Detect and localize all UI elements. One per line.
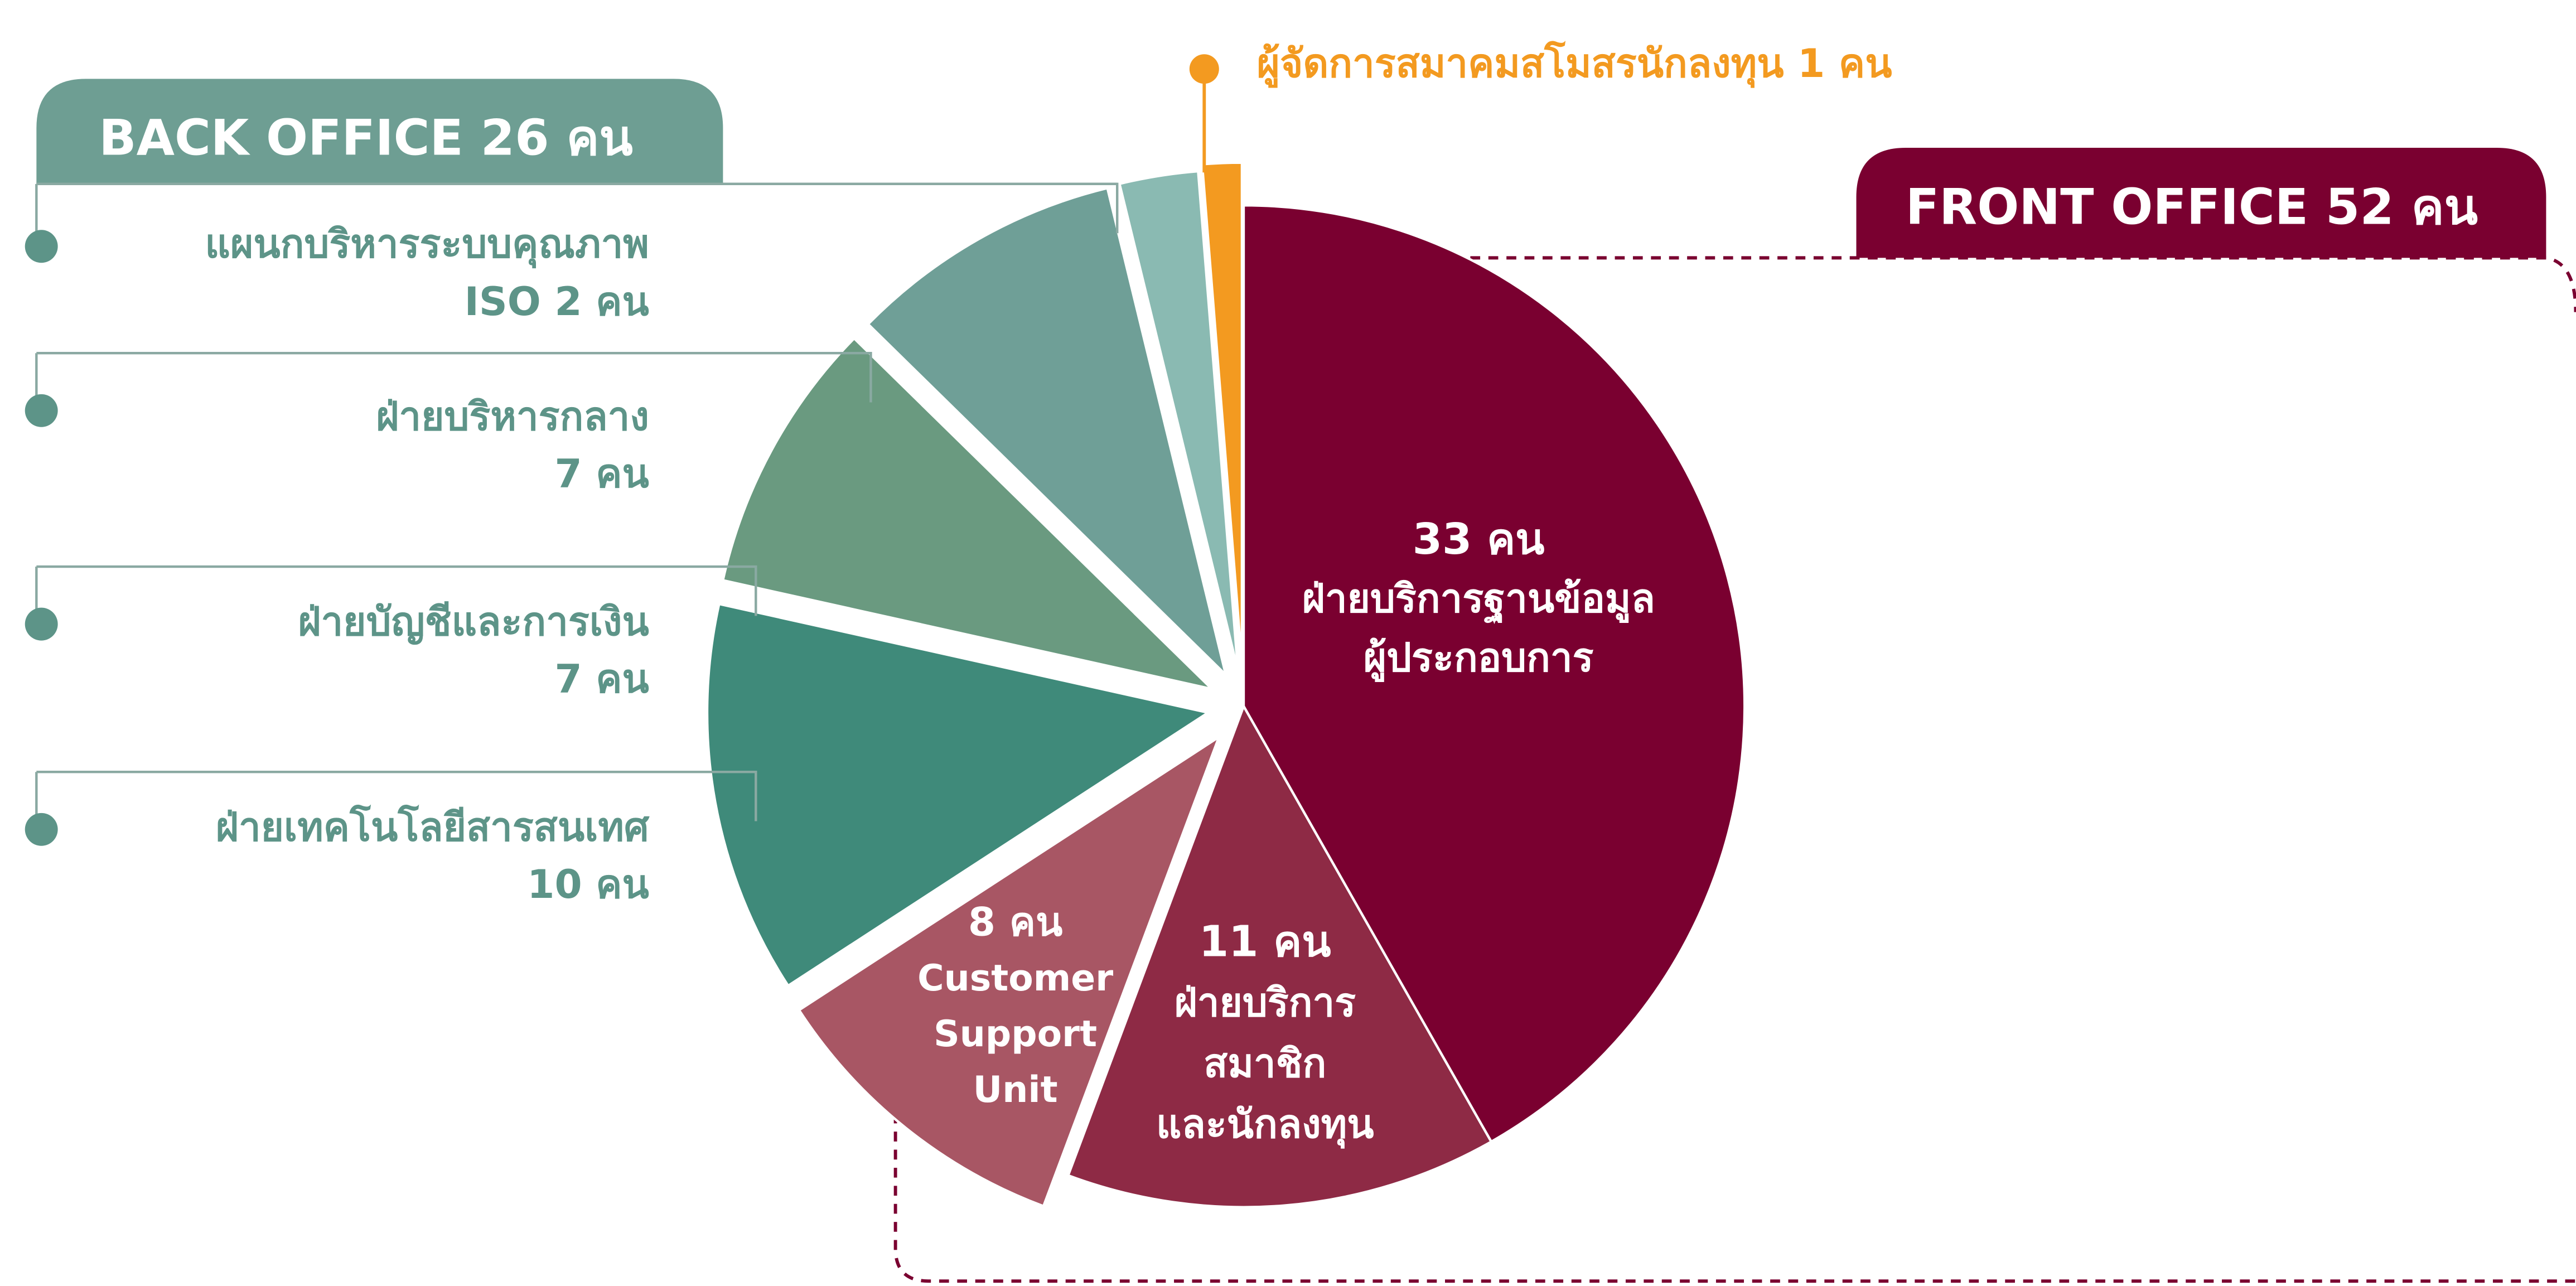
pie-slice [1118,170,1239,671]
category-text: แผนกบริหารระบบคุณภาพ [205,220,649,268]
category-label: Support [934,1013,1097,1055]
data-label: 1 คน [1797,40,1892,86]
category-label: สมาชิก [1204,1040,1326,1086]
category-text: ฝ่ายบริหารกลาง [376,393,649,439]
spacer [1784,40,1798,86]
leader-dot [25,607,58,641]
group-label: FRONT OFFICE 52 คน [1906,178,2478,235]
leader-dot [25,394,58,427]
data-label: 10 คน [527,861,649,907]
leader-dot [25,230,58,263]
category-label: ฝ่ายบริหารกลาง [376,393,649,439]
back-office-tab [36,79,723,184]
leader-line [36,182,1119,234]
group-label: BACK OFFICE 26 คน [99,109,633,167]
category-label: ฝ่ายบัญชีและการเงิน [298,598,649,645]
category-label: ผู้ประกอบการ [1364,634,1594,682]
category-label: Unit [973,1069,1058,1111]
front-office-frame [893,256,2576,1283]
category-label: ผู้จัดการสมาคมสโมสรนักลงทุน 1 คน [1257,40,1892,88]
pie-slice [721,336,1216,692]
leader-line [36,770,757,821]
category-text: ผู้จัดการสมาคมสโมสรนักลงทุน [1257,40,1784,88]
category-label: Customer [917,958,1113,999]
category-label: แผนกบริหารระบบคุณภาพ [205,220,649,268]
category-text: ฝ่ายบัญชีและการเงิน [298,598,649,645]
data-label: 11 คน [1199,917,1331,966]
front-office-tab [1856,148,2546,258]
pie-slice [705,602,1211,988]
category-label: ฝ่ายบริการ [1174,979,1356,1026]
pie-slice [1201,161,1244,664]
data-label: 2 คน [554,278,649,324]
data-label: 33 คน [1413,515,1545,564]
data-label: 7 คน [554,451,649,497]
pie-slice [866,186,1228,679]
leader-dot [1189,54,1219,84]
data-label: 7 คน [554,656,649,702]
category-text: ฝ่ายเทคโนโลยีสารสนเทศ [216,804,650,850]
leader-line [36,351,872,403]
leader-line [36,565,757,616]
category-text: ISO [465,278,541,324]
category-label: ฝ่ายเทคโนโลยีสารสนเทศ [216,804,650,850]
pie-slice [1242,204,1746,1144]
category-label: ฝ่ายบริการฐานข้อมูล [1302,575,1655,623]
category-label: และนักลงทุน [1156,1101,1374,1149]
pie-slice [1066,703,1493,1208]
data-label: 8 คน [968,899,1062,945]
pie-slice [797,734,1222,1208]
category-label: ISO 2 คน [465,278,649,324]
spacer [541,278,555,324]
leader-dot [25,813,58,846]
